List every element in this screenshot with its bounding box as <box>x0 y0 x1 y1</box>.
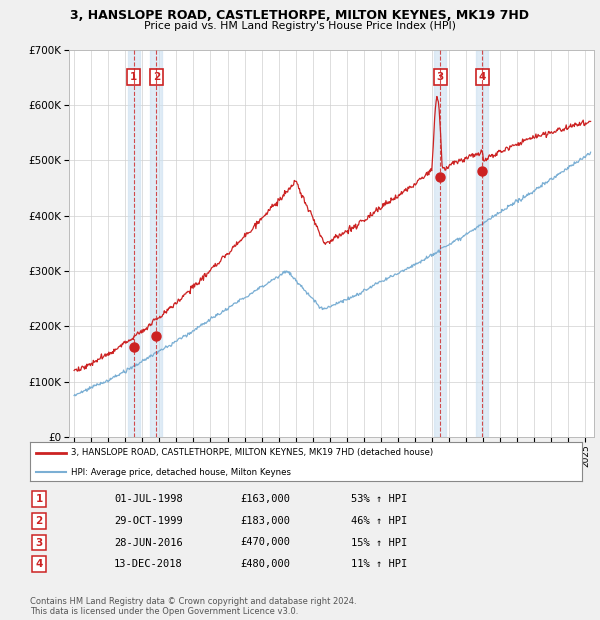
Text: 3: 3 <box>35 538 43 547</box>
Text: 4: 4 <box>35 559 43 569</box>
Text: 3: 3 <box>437 73 444 82</box>
Text: 29-OCT-1999: 29-OCT-1999 <box>114 516 183 526</box>
Text: 1: 1 <box>130 73 137 82</box>
Text: 46% ↑ HPI: 46% ↑ HPI <box>351 516 407 526</box>
Text: 15% ↑ HPI: 15% ↑ HPI <box>351 538 407 547</box>
Text: 53% ↑ HPI: 53% ↑ HPI <box>351 494 407 504</box>
Text: 28-JUN-2016: 28-JUN-2016 <box>114 538 183 547</box>
Text: 4: 4 <box>479 73 486 82</box>
Text: £163,000: £163,000 <box>240 494 290 504</box>
Bar <box>434 50 446 437</box>
Text: 2: 2 <box>35 516 43 526</box>
Text: Contains HM Land Registry data © Crown copyright and database right 2024.: Contains HM Land Registry data © Crown c… <box>30 597 356 606</box>
Bar <box>476 50 488 437</box>
Text: 01-JUL-1998: 01-JUL-1998 <box>114 494 183 504</box>
Text: 1: 1 <box>35 494 43 504</box>
Text: 3, HANSLOPE ROAD, CASTLETHORPE, MILTON KEYNES, MK19 7HD (detached house): 3, HANSLOPE ROAD, CASTLETHORPE, MILTON K… <box>71 448 434 458</box>
Text: HPI: Average price, detached house, Milton Keynes: HPI: Average price, detached house, Milt… <box>71 467 292 477</box>
Bar <box>128 50 140 437</box>
Text: £470,000: £470,000 <box>240 538 290 547</box>
Text: 13-DEC-2018: 13-DEC-2018 <box>114 559 183 569</box>
Text: Price paid vs. HM Land Registry's House Price Index (HPI): Price paid vs. HM Land Registry's House … <box>144 21 456 31</box>
Text: 3, HANSLOPE ROAD, CASTLETHORPE, MILTON KEYNES, MK19 7HD: 3, HANSLOPE ROAD, CASTLETHORPE, MILTON K… <box>71 9 530 22</box>
Text: £183,000: £183,000 <box>240 516 290 526</box>
Bar <box>151 50 163 437</box>
Text: This data is licensed under the Open Government Licence v3.0.: This data is licensed under the Open Gov… <box>30 607 298 616</box>
Text: 2: 2 <box>153 73 160 82</box>
Text: £480,000: £480,000 <box>240 559 290 569</box>
Text: 11% ↑ HPI: 11% ↑ HPI <box>351 559 407 569</box>
